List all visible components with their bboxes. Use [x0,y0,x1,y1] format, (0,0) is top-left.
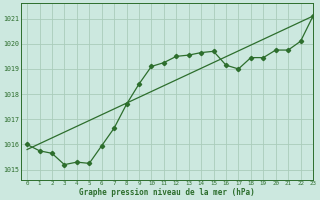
X-axis label: Graphe pression niveau de la mer (hPa): Graphe pression niveau de la mer (hPa) [79,188,255,197]
